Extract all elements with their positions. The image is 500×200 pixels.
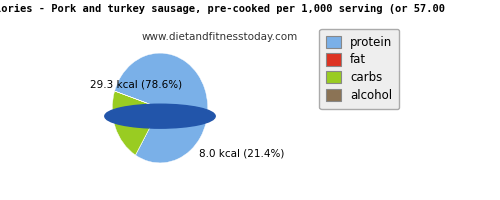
Ellipse shape bbox=[105, 104, 215, 128]
Text: www.dietandfitnesstoday.com: www.dietandfitnesstoday.com bbox=[142, 32, 298, 42]
Wedge shape bbox=[112, 91, 160, 155]
Wedge shape bbox=[136, 108, 160, 155]
Text: 8.0 kcal (21.4%): 8.0 kcal (21.4%) bbox=[200, 148, 285, 158]
Wedge shape bbox=[114, 53, 208, 163]
Text: 29.3 kcal (78.6%): 29.3 kcal (78.6%) bbox=[90, 79, 182, 89]
Text: lories - Pork and turkey sausage, pre-cooked per 1,000 serving (or 57.00: lories - Pork and turkey sausage, pre-co… bbox=[0, 4, 445, 14]
Wedge shape bbox=[114, 91, 160, 108]
Legend: protein, fat, carbs, alcohol: protein, fat, carbs, alcohol bbox=[320, 29, 400, 109]
